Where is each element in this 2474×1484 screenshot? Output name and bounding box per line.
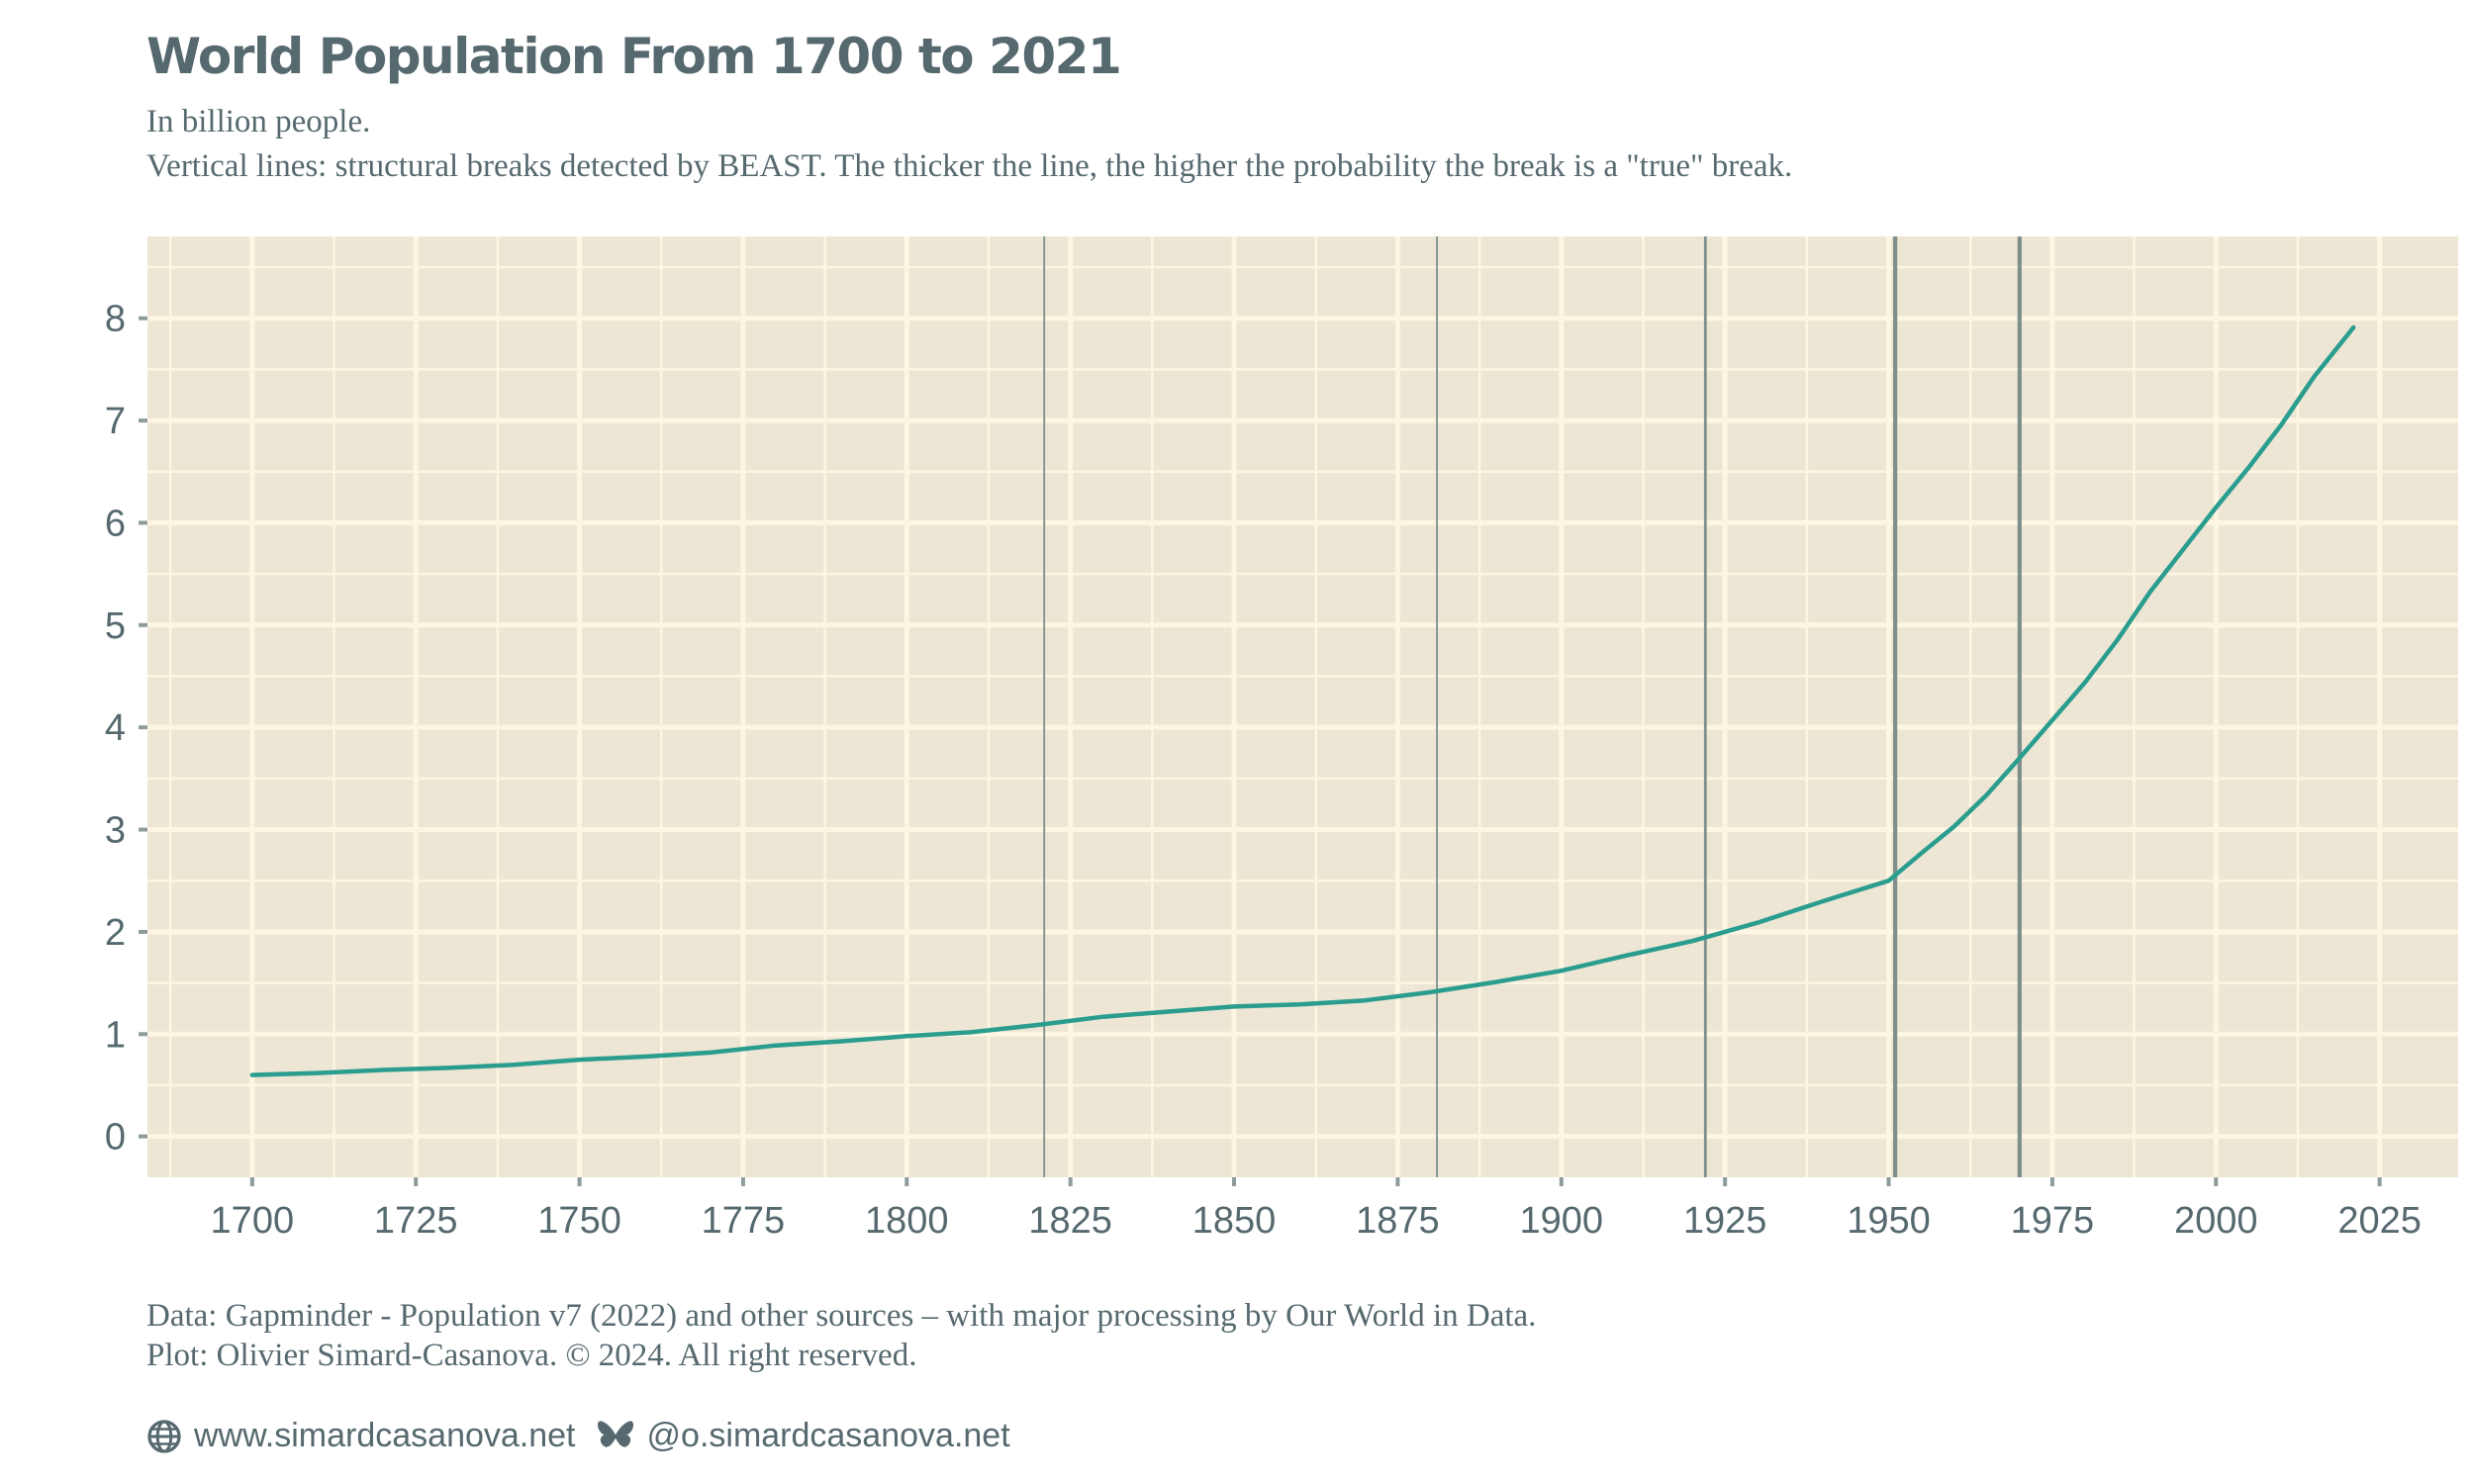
y-tick-label: 0 (105, 1117, 126, 1159)
chart-title: World Population From 1700 to 2021 (146, 28, 1122, 85)
plot-panel (147, 236, 2458, 1177)
x-tick-label: 1775 (702, 1200, 786, 1242)
caption-plot-credit: Plot: Olivier Simard-Casanova. © 2024. A… (146, 1338, 917, 1373)
x-tick-label: 1925 (1683, 1200, 1767, 1242)
y-tick-label: 2 (105, 912, 126, 954)
population-chart: 0 1 2 3 4 5 6 7 8 1700 1725 1750 1775 1800 1825 1850 187… (105, 236, 2458, 1242)
x-tick-label: 1900 (1520, 1200, 1604, 1242)
y-tick-label: 1 (105, 1014, 126, 1056)
website-link[interactable]: www.simardcasanova.net (194, 1417, 576, 1454)
x-tick-label: 1700 (211, 1200, 295, 1242)
x-tick-label: 1800 (865, 1200, 949, 1242)
chart-subtitle-units: In billion people. (146, 104, 371, 139)
y-tick-label: 5 (105, 605, 126, 647)
population-line (249, 325, 2356, 1077)
x-tick-label: 2025 (2337, 1200, 2422, 1242)
x-tick-label: 1825 (1028, 1200, 1112, 1242)
x-tick-label: 1975 (2011, 1200, 2095, 1242)
caption-data-source: Data: Gapminder - Population v7 (2022) a… (146, 1298, 1537, 1334)
bluesky-link[interactable]: @o.simardcasanova.net (646, 1417, 1010, 1454)
x-tick-label: 1750 (537, 1200, 621, 1242)
y-tick-label: 7 (105, 401, 126, 442)
y-tick-label: 6 (105, 503, 126, 544)
chart-subtitle-breaks: Vertical lines: structural breaks detect… (146, 148, 1793, 184)
y-tick-label: 8 (105, 299, 126, 340)
footer-links: www.simardcasanova.net @o.simardcasanova… (146, 1417, 1010, 1455)
butterfly-icon (597, 1420, 633, 1447)
globe-icon (147, 1419, 181, 1453)
x-tick-label: 1875 (1356, 1200, 1440, 1242)
x-tick-label: 2000 (2174, 1200, 2258, 1242)
x-tick-label: 1850 (1192, 1200, 1277, 1242)
y-tick-label: 4 (105, 707, 126, 749)
y-tick-label: 3 (105, 810, 126, 852)
x-tick-label: 1725 (374, 1200, 458, 1242)
x-tick-label: 1950 (1847, 1200, 1931, 1242)
